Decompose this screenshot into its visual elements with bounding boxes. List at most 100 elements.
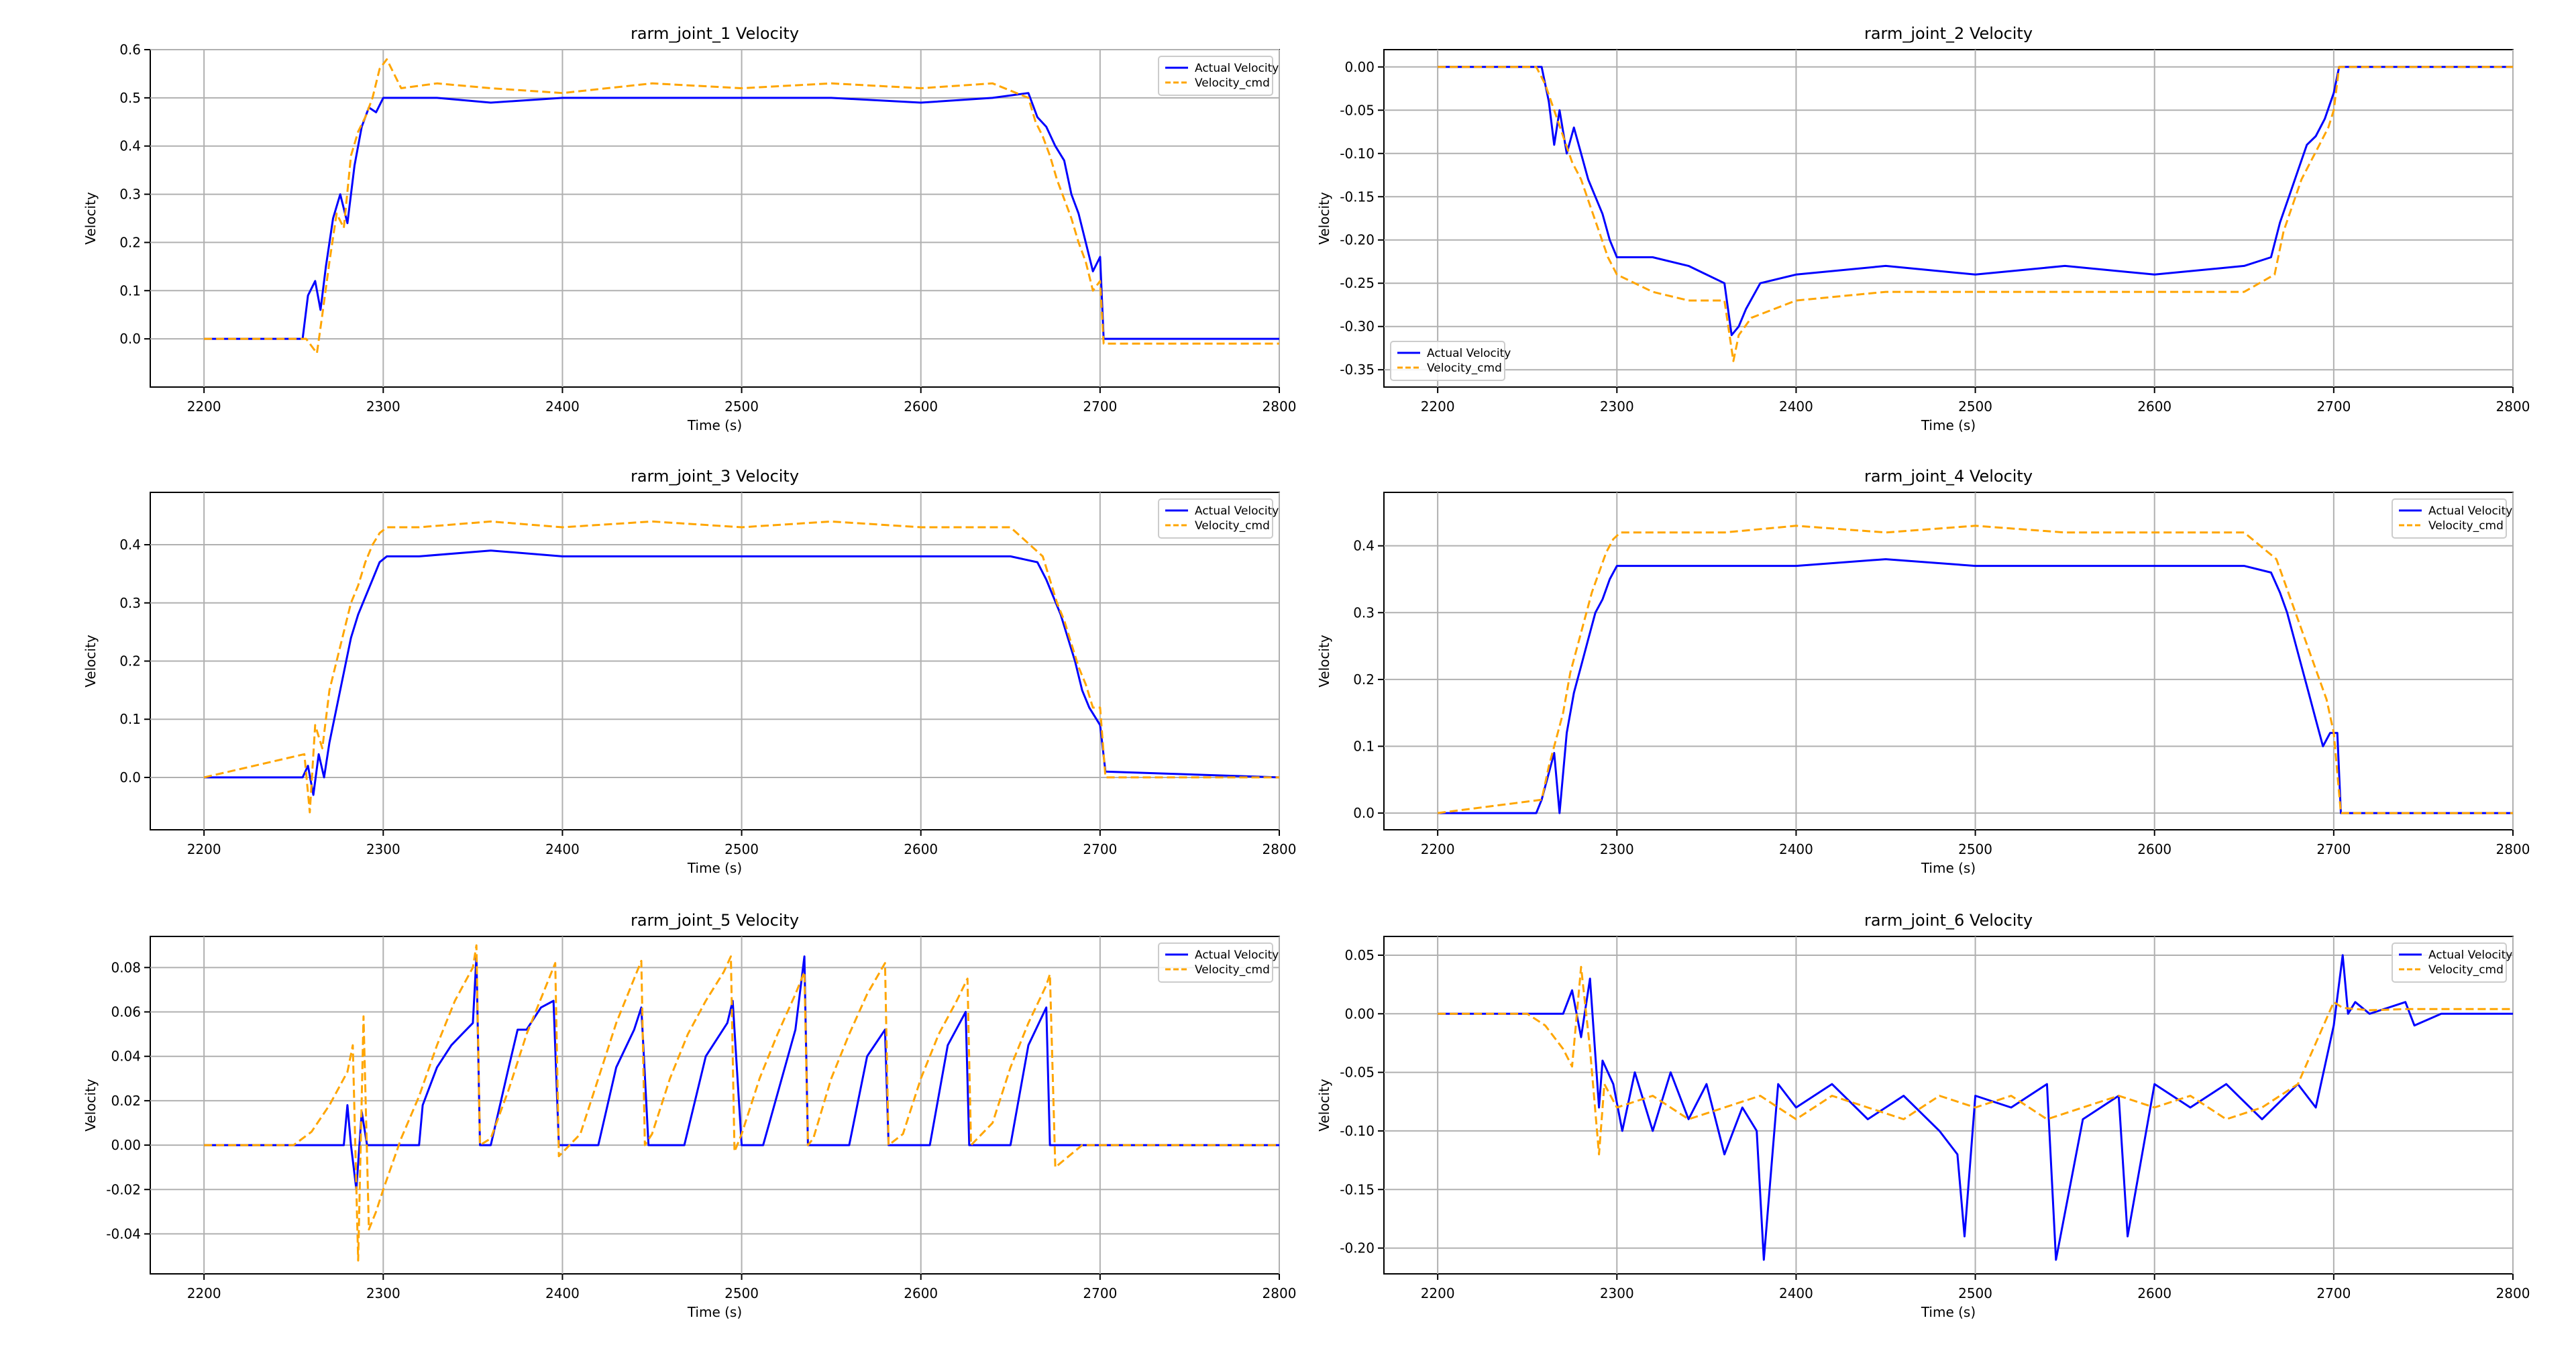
x-tick-label: 2300 bbox=[1600, 398, 1634, 415]
legend: Actual Velocity Velocity_cmd bbox=[1158, 498, 1279, 539]
legend: Actual Velocity Velocity_cmd bbox=[1390, 341, 1511, 381]
grid-lines bbox=[1384, 492, 2514, 830]
y-tick-label: 0.06 bbox=[111, 1004, 141, 1020]
x-tick-label: 2200 bbox=[1421, 841, 1455, 857]
tick-labels: 2200 2300 2400 2500 2600 2700 2800 0.0 0.1 0.2 0.3… bbox=[1353, 538, 2530, 857]
y-tick-label: 0.05 bbox=[1344, 947, 1375, 963]
x-tick-label: 2400 bbox=[1779, 398, 1813, 415]
y-axis-label: Velocity bbox=[83, 192, 99, 245]
y-tick-label: 0.0 bbox=[119, 331, 141, 347]
series-lines bbox=[1437, 525, 2513, 814]
x-tick-label: 2800 bbox=[1263, 1285, 1297, 1301]
y-axis-label: Velocity bbox=[1316, 192, 1332, 245]
tick-labels: 2200 2300 2400 2500 2600 2700 2800 0.05 0.00 -0.0… bbox=[1340, 947, 2530, 1301]
velocity-cmd-line bbox=[204, 944, 1279, 1262]
x-axis-label: Time (s) bbox=[1921, 1304, 1976, 1320]
x-tick-label: 2800 bbox=[2496, 1285, 2530, 1301]
y-tick-label: -0.30 bbox=[1340, 319, 1375, 335]
y-tick-label: -0.10 bbox=[1340, 1123, 1375, 1139]
y-tick-label: -0.10 bbox=[1340, 146, 1375, 162]
x-axis-label: Time (s) bbox=[1921, 860, 1976, 876]
y-tick-label: -0.25 bbox=[1340, 275, 1375, 291]
chart-title: rarm_joint_5 Velocity bbox=[631, 911, 799, 930]
y-tick-label: 0.08 bbox=[111, 959, 141, 975]
x-tick-label: 2400 bbox=[1779, 841, 1813, 857]
y-tick-label: -0.35 bbox=[1340, 362, 1375, 378]
y-tick-label: 0.4 bbox=[119, 537, 141, 553]
chart-title: rarm_joint_6 Velocity bbox=[1864, 911, 2033, 930]
y-tick-label: 0.02 bbox=[111, 1093, 141, 1109]
legend-box bbox=[1158, 56, 1273, 96]
velocity-cmd-line bbox=[1437, 525, 2513, 814]
actual-velocity-line bbox=[1438, 954, 2513, 1261]
x-tick-label: 2200 bbox=[1421, 1285, 1455, 1301]
legend-label-actual: Actual Velocity bbox=[1195, 504, 1279, 518]
tick-labels: 2200 2300 2400 2500 2600 2700 2800 -0.04 -0.02 0.… bbox=[106, 959, 1296, 1301]
x-tick-label: 2400 bbox=[545, 1285, 580, 1301]
x-tick-label: 2400 bbox=[545, 841, 580, 857]
y-tick-label: 0.04 bbox=[111, 1048, 141, 1065]
x-tick-label: 2800 bbox=[2496, 398, 2530, 415]
series-lines bbox=[1438, 954, 2513, 1261]
x-tick-label: 2500 bbox=[1958, 398, 1992, 415]
y-tick-label: 0.4 bbox=[1353, 538, 1375, 554]
x-tick-label: 2200 bbox=[187, 841, 221, 857]
x-tick-label: 2500 bbox=[1958, 1285, 1992, 1301]
y-tick-label: 0.3 bbox=[119, 595, 141, 611]
x-tick-label: 2800 bbox=[2496, 841, 2530, 857]
chart-title: rarm_joint_3 Velocity bbox=[631, 467, 799, 486]
x-axis-label: Time (s) bbox=[687, 1304, 742, 1320]
x-tick-label: 2400 bbox=[545, 398, 580, 415]
y-tick-label: 0.1 bbox=[119, 711, 141, 727]
legend-label-cmd: Velocity_cmd bbox=[1195, 963, 1270, 977]
legend-label-cmd: Velocity_cmd bbox=[1195, 76, 1270, 90]
y-tick-label: 0.6 bbox=[119, 42, 141, 58]
legend-label-cmd: Velocity_cmd bbox=[2428, 963, 2504, 977]
subplot-rarm-joint-1: 2200 2300 2400 2500 2600 2700 2800 0.0 0.1 0.2 0.3… bbox=[83, 24, 1296, 433]
x-tick-label: 2200 bbox=[1421, 398, 1455, 415]
subplot-rarm-joint-2: 2200 2300 2400 2500 2600 2700 2800 0.00 -0.05 -0.… bbox=[1316, 24, 2530, 433]
y-tick-label: 0.2 bbox=[1353, 671, 1375, 688]
grid-lines bbox=[1384, 936, 2514, 1274]
x-tick-label: 2500 bbox=[724, 1285, 759, 1301]
legend: Actual Velocity Velocity_cmd bbox=[2392, 498, 2512, 539]
y-tick-label: 0.3 bbox=[119, 186, 141, 203]
legend-label-cmd: Velocity_cmd bbox=[1195, 519, 1270, 533]
subplot-rarm-joint-4: 2200 2300 2400 2500 2600 2700 2800 0.0 0.1 0.2 0.3… bbox=[1316, 467, 2530, 876]
chart-title: rarm_joint_4 Velocity bbox=[1864, 467, 2033, 486]
legend: Actual Velocity Velocity_cmd bbox=[1158, 56, 1279, 96]
subplot-rarm-joint-6: 2200 2300 2400 2500 2600 2700 2800 0.05 0.00 -0.0… bbox=[1316, 911, 2530, 1320]
y-tick-label: 0.00 bbox=[1344, 59, 1375, 75]
x-tick-label: 2300 bbox=[1600, 1285, 1634, 1301]
y-tick-label: 0.4 bbox=[119, 138, 141, 154]
subplot-rarm-joint-3: 2200 2300 2400 2500 2600 2700 2800 0.0 0.1 0.2 0.3… bbox=[83, 467, 1296, 876]
y-tick-label: 0.1 bbox=[119, 282, 141, 299]
y-tick-label: 0.3 bbox=[1353, 604, 1375, 620]
y-tick-label: -0.15 bbox=[1340, 188, 1375, 205]
x-tick-label: 2500 bbox=[1958, 841, 1992, 857]
legend-label-actual: Actual Velocity bbox=[1195, 62, 1279, 75]
velocity-cmd-line bbox=[204, 58, 1279, 355]
tick-labels: 2200 2300 2400 2500 2600 2700 2800 0.0 0.1 0.2 0.3… bbox=[119, 537, 1296, 857]
tick-labels: 2200 2300 2400 2500 2600 2700 2800 0.00 -0.05 -0.… bbox=[1340, 59, 2530, 415]
y-tick-label: -0.05 bbox=[1340, 102, 1375, 118]
series-lines bbox=[203, 520, 1280, 814]
y-axis-label: Velocity bbox=[83, 635, 99, 688]
x-tick-label: 2700 bbox=[1083, 841, 1117, 857]
legend-label-actual: Actual Velocity bbox=[1195, 949, 1279, 962]
legend-box bbox=[1158, 498, 1273, 539]
y-tick-label: -0.04 bbox=[106, 1226, 141, 1242]
legend-box bbox=[1390, 341, 1505, 381]
x-tick-label: 2500 bbox=[724, 841, 759, 857]
legend: Actual Velocity Velocity_cmd bbox=[1158, 942, 1279, 983]
y-tick-label: 0.2 bbox=[119, 234, 141, 250]
x-tick-label: 2700 bbox=[1083, 398, 1117, 415]
legend-label-cmd: Velocity_cmd bbox=[2428, 519, 2504, 533]
legend-label-actual: Actual Velocity bbox=[1427, 347, 1511, 360]
actual-velocity-line bbox=[204, 549, 1280, 796]
legend-box bbox=[2392, 498, 2507, 539]
grid-lines bbox=[150, 492, 1280, 830]
x-tick-label: 2500 bbox=[724, 398, 759, 415]
x-tick-label: 2600 bbox=[904, 841, 938, 857]
actual-velocity-line bbox=[1438, 66, 2513, 337]
